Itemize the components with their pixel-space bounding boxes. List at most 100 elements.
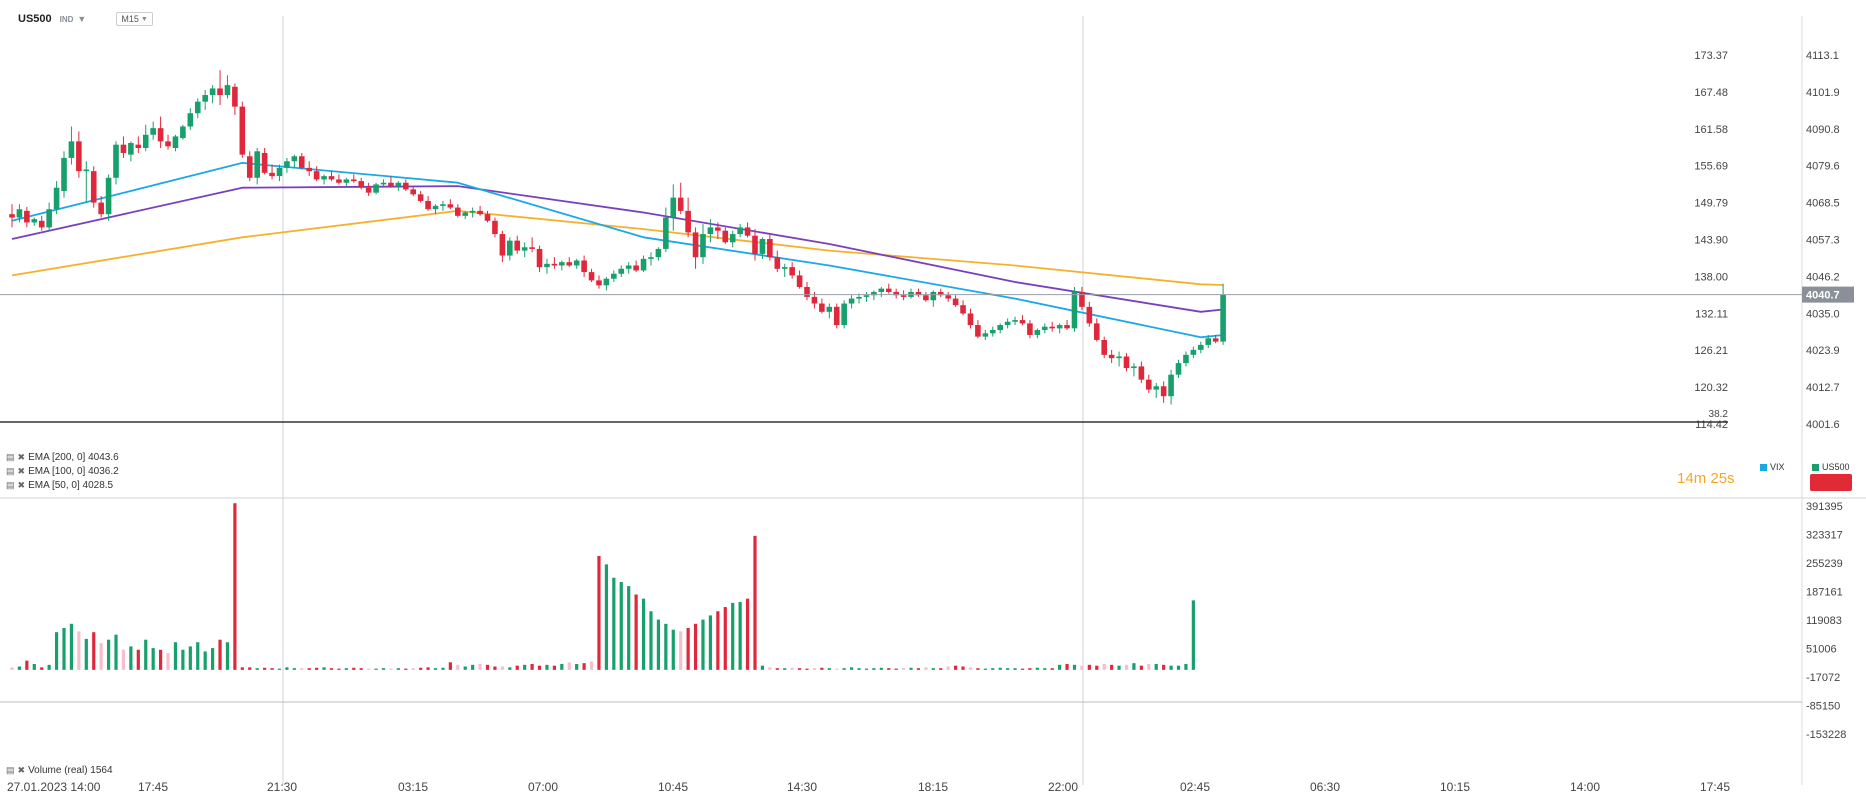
candle: [581, 255, 587, 278]
volume-bar: [753, 535, 757, 670]
volume-bar: [1095, 665, 1099, 670]
candle: [447, 199, 454, 210]
close-icon[interactable]: ✖: [17, 480, 26, 490]
candle: [135, 136, 142, 153]
volume-bar: [560, 663, 564, 670]
candle-body: [960, 305, 966, 314]
chevron-down-icon[interactable]: ▼: [77, 14, 87, 24]
us500-series-button[interactable]: [1810, 474, 1852, 491]
candle: [217, 70, 223, 105]
candle-body: [529, 247, 535, 249]
volume-bar: [924, 667, 928, 670]
volume-bar: [634, 594, 638, 670]
timeframe-selector[interactable]: M15 ▼: [116, 12, 153, 26]
volume-bar: [121, 649, 126, 670]
candle: [462, 210, 469, 220]
current-price-label: 4040.7: [1806, 290, 1840, 302]
candle-body: [150, 128, 156, 135]
candle: [46, 202, 52, 231]
candle-body: [232, 86, 238, 107]
candle-body: [588, 272, 595, 281]
candle: [566, 257, 573, 268]
candle: [246, 151, 253, 182]
candle-body: [202, 95, 208, 102]
volume-bar: [597, 555, 601, 670]
volume-bar: [812, 668, 817, 670]
volume-bar: [352, 667, 356, 670]
candle: [1079, 286, 1085, 311]
countdown-seconds-unit: s: [1727, 470, 1735, 487]
settings-icon[interactable]: ▤: [6, 480, 15, 490]
candle: [737, 224, 743, 238]
volume-bar: [939, 668, 943, 670]
volume-bar: [1147, 663, 1151, 670]
volume-bar: [493, 666, 497, 670]
series-legend-vix[interactable]: VIX: [1760, 462, 1785, 472]
candle: [224, 75, 231, 99]
candle: [767, 234, 773, 261]
volume-bar: [589, 661, 594, 670]
candle-body: [1160, 386, 1167, 397]
settings-icon[interactable]: ▤: [6, 765, 15, 775]
candle-body: [410, 189, 417, 195]
price-tick-label: 4068.5: [1806, 198, 1840, 210]
close-icon[interactable]: ✖: [17, 765, 26, 775]
candle: [923, 291, 929, 302]
indicator-ema200[interactable]: ▤ ✖ EMA [200, 0] 4043.6: [6, 452, 119, 463]
volume-bar: [961, 666, 965, 670]
symbol-label[interactable]: US500: [18, 13, 52, 25]
volume-bar: [485, 664, 490, 670]
vix-tick-label: 114.42: [1695, 419, 1728, 431]
volume-bar: [218, 639, 222, 670]
candle-body: [841, 303, 847, 326]
volume-bar: [136, 649, 140, 670]
indicator-ema50[interactable]: ▤ ✖ EMA [50, 0] 4028.5: [6, 480, 113, 491]
candle: [432, 204, 439, 215]
indicator-ema100[interactable]: ▤ ✖ EMA [100, 0] 4036.2: [6, 466, 119, 477]
fib-level-label: 38.2: [1709, 409, 1729, 420]
candle: [24, 206, 30, 228]
candle: [700, 224, 706, 264]
candle-body: [217, 88, 223, 96]
volume-bar: [1028, 668, 1032, 670]
timeframe-label: M15: [121, 14, 139, 24]
candle-countdown: 14m 25s: [1677, 470, 1735, 487]
volume-bar: [671, 629, 675, 670]
settings-icon[interactable]: ▤: [6, 452, 15, 462]
candle-body: [336, 179, 342, 183]
volume-bar: [32, 663, 36, 670]
volume-bar: [515, 665, 519, 670]
candle-body: [1079, 291, 1085, 307]
indicator-volume[interactable]: ▤ ✖ Volume (real) 1564: [6, 765, 113, 776]
candle-body: [774, 257, 781, 269]
candle: [573, 258, 580, 269]
candle-body: [1034, 330, 1041, 335]
volume-bar: [500, 666, 504, 670]
volume-bar: [1139, 665, 1143, 670]
close-icon[interactable]: ✖: [17, 466, 26, 476]
candle: [848, 295, 855, 309]
candle: [952, 295, 959, 307]
vix-tick-label: 161.58: [1694, 124, 1728, 136]
candle-body: [997, 325, 1003, 331]
volume-bar: [864, 668, 869, 670]
time-tick-label: 14:30: [787, 780, 817, 794]
settings-icon[interactable]: ▤: [6, 466, 15, 476]
candle: [9, 204, 15, 228]
volume-bar: [1035, 667, 1039, 670]
volume-bar: [701, 619, 705, 670]
candle-body: [313, 171, 320, 180]
candle-body: [1183, 354, 1189, 364]
volume-bar: [196, 642, 200, 670]
candle: [692, 227, 699, 269]
candle-body: [1056, 325, 1063, 329]
volume-bar: [69, 623, 74, 670]
chart-header: US500 IND ▼ M15 ▼: [18, 12, 153, 26]
close-icon[interactable]: ✖: [17, 452, 26, 462]
series-legend-us500[interactable]: US500: [1812, 462, 1850, 472]
volume-tick-label: -17072: [1806, 672, 1840, 684]
us500-color-swatch: [1812, 463, 1819, 471]
time-tick-label: 22:00: [1048, 780, 1078, 794]
vix-tick-label: 173.37: [1694, 50, 1728, 62]
